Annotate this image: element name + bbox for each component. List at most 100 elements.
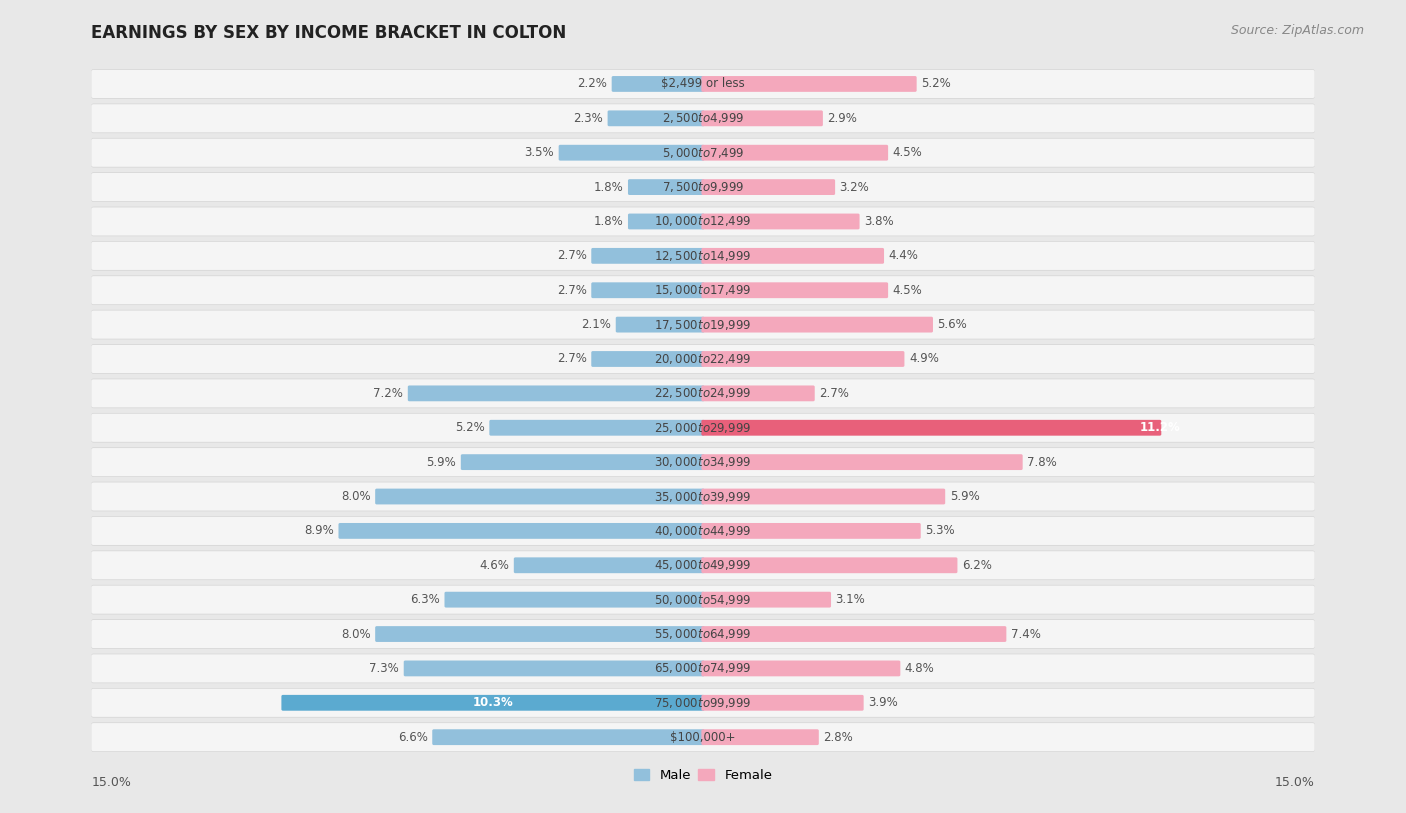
FancyBboxPatch shape <box>91 344 1315 374</box>
FancyBboxPatch shape <box>91 311 1315 339</box>
FancyBboxPatch shape <box>91 380 1315 407</box>
Text: 2.3%: 2.3% <box>574 112 603 125</box>
FancyBboxPatch shape <box>91 379 1315 408</box>
Text: 2.7%: 2.7% <box>557 250 586 263</box>
FancyBboxPatch shape <box>91 276 1315 305</box>
FancyBboxPatch shape <box>91 413 1315 442</box>
FancyBboxPatch shape <box>702 592 831 607</box>
Text: 3.2%: 3.2% <box>839 180 869 193</box>
FancyBboxPatch shape <box>702 317 934 333</box>
Text: $50,000 to $54,999: $50,000 to $54,999 <box>654 593 752 606</box>
FancyBboxPatch shape <box>375 489 704 504</box>
FancyBboxPatch shape <box>91 723 1315 752</box>
Text: $22,500 to $24,999: $22,500 to $24,999 <box>654 386 752 400</box>
Text: 10.3%: 10.3% <box>472 696 513 709</box>
FancyBboxPatch shape <box>281 695 704 711</box>
FancyBboxPatch shape <box>91 689 1315 717</box>
Text: $45,000 to $49,999: $45,000 to $49,999 <box>654 559 752 572</box>
FancyBboxPatch shape <box>513 558 704 573</box>
FancyBboxPatch shape <box>91 172 1315 202</box>
Text: $35,000 to $39,999: $35,000 to $39,999 <box>654 489 752 503</box>
Text: $12,500 to $14,999: $12,500 to $14,999 <box>654 249 752 263</box>
FancyBboxPatch shape <box>702 626 1007 642</box>
Text: 8.0%: 8.0% <box>342 628 371 641</box>
FancyBboxPatch shape <box>558 145 704 161</box>
FancyBboxPatch shape <box>339 523 704 539</box>
FancyBboxPatch shape <box>408 385 704 402</box>
FancyBboxPatch shape <box>91 585 1315 614</box>
Text: 2.7%: 2.7% <box>820 387 849 400</box>
Text: 4.5%: 4.5% <box>893 146 922 159</box>
Text: 3.1%: 3.1% <box>835 593 865 606</box>
Text: 3.5%: 3.5% <box>524 146 554 159</box>
Text: 6.3%: 6.3% <box>411 593 440 606</box>
Text: 8.0%: 8.0% <box>342 490 371 503</box>
FancyBboxPatch shape <box>91 207 1315 237</box>
FancyBboxPatch shape <box>91 241 1315 271</box>
Text: 6.6%: 6.6% <box>398 731 427 744</box>
FancyBboxPatch shape <box>91 585 1315 615</box>
FancyBboxPatch shape <box>91 551 1315 580</box>
FancyBboxPatch shape <box>702 454 1022 470</box>
Text: 4.9%: 4.9% <box>908 353 939 366</box>
FancyBboxPatch shape <box>91 310 1315 339</box>
FancyBboxPatch shape <box>702 111 823 126</box>
Text: 5.3%: 5.3% <box>925 524 955 537</box>
Text: 2.8%: 2.8% <box>824 731 853 744</box>
FancyBboxPatch shape <box>444 592 704 607</box>
Text: 3.9%: 3.9% <box>868 696 898 709</box>
FancyBboxPatch shape <box>91 276 1315 304</box>
FancyBboxPatch shape <box>702 76 917 92</box>
Text: 2.7%: 2.7% <box>557 284 586 297</box>
FancyBboxPatch shape <box>702 214 859 229</box>
Text: 4.5%: 4.5% <box>893 284 922 297</box>
Text: 1.8%: 1.8% <box>593 180 623 193</box>
FancyBboxPatch shape <box>91 173 1315 201</box>
FancyBboxPatch shape <box>91 138 1315 167</box>
Text: 3.8%: 3.8% <box>865 215 894 228</box>
Text: 8.9%: 8.9% <box>304 524 335 537</box>
Text: 2.2%: 2.2% <box>578 77 607 90</box>
FancyBboxPatch shape <box>592 351 704 367</box>
Text: $7,500 to $9,999: $7,500 to $9,999 <box>662 180 744 194</box>
FancyBboxPatch shape <box>91 482 1315 511</box>
Text: 5.9%: 5.9% <box>426 455 457 468</box>
FancyBboxPatch shape <box>702 695 863 711</box>
FancyBboxPatch shape <box>375 626 704 642</box>
Text: 15.0%: 15.0% <box>1275 776 1315 789</box>
Text: $30,000 to $34,999: $30,000 to $34,999 <box>654 455 752 469</box>
FancyBboxPatch shape <box>702 385 814 402</box>
Text: $55,000 to $64,999: $55,000 to $64,999 <box>654 627 752 641</box>
FancyBboxPatch shape <box>592 282 704 298</box>
Text: 7.8%: 7.8% <box>1028 455 1057 468</box>
Text: 2.7%: 2.7% <box>557 353 586 366</box>
FancyBboxPatch shape <box>702 179 835 195</box>
Text: $2,500 to $4,999: $2,500 to $4,999 <box>662 111 744 125</box>
FancyBboxPatch shape <box>702 248 884 263</box>
Text: 4.6%: 4.6% <box>479 559 509 572</box>
Text: 6.2%: 6.2% <box>962 559 991 572</box>
FancyBboxPatch shape <box>628 214 704 229</box>
FancyBboxPatch shape <box>702 489 945 504</box>
FancyBboxPatch shape <box>404 660 704 676</box>
FancyBboxPatch shape <box>702 558 957 573</box>
FancyBboxPatch shape <box>91 104 1315 133</box>
Text: 7.4%: 7.4% <box>1011 628 1040 641</box>
FancyBboxPatch shape <box>702 420 1161 436</box>
Text: $100,000+: $100,000+ <box>671 731 735 744</box>
FancyBboxPatch shape <box>91 620 1315 648</box>
Text: EARNINGS BY SEX BY INCOME BRACKET IN COLTON: EARNINGS BY SEX BY INCOME BRACKET IN COL… <box>91 24 567 42</box>
Text: 7.2%: 7.2% <box>374 387 404 400</box>
Text: $15,000 to $17,499: $15,000 to $17,499 <box>654 283 752 298</box>
Text: 7.3%: 7.3% <box>370 662 399 675</box>
Text: Source: ZipAtlas.com: Source: ZipAtlas.com <box>1230 24 1364 37</box>
FancyBboxPatch shape <box>91 345 1315 373</box>
FancyBboxPatch shape <box>592 248 704 263</box>
Text: 5.2%: 5.2% <box>456 421 485 434</box>
FancyBboxPatch shape <box>616 317 704 333</box>
Text: $17,500 to $19,999: $17,500 to $19,999 <box>654 318 752 332</box>
Text: 5.9%: 5.9% <box>949 490 980 503</box>
FancyBboxPatch shape <box>91 620 1315 649</box>
FancyBboxPatch shape <box>91 516 1315 546</box>
FancyBboxPatch shape <box>91 448 1315 476</box>
